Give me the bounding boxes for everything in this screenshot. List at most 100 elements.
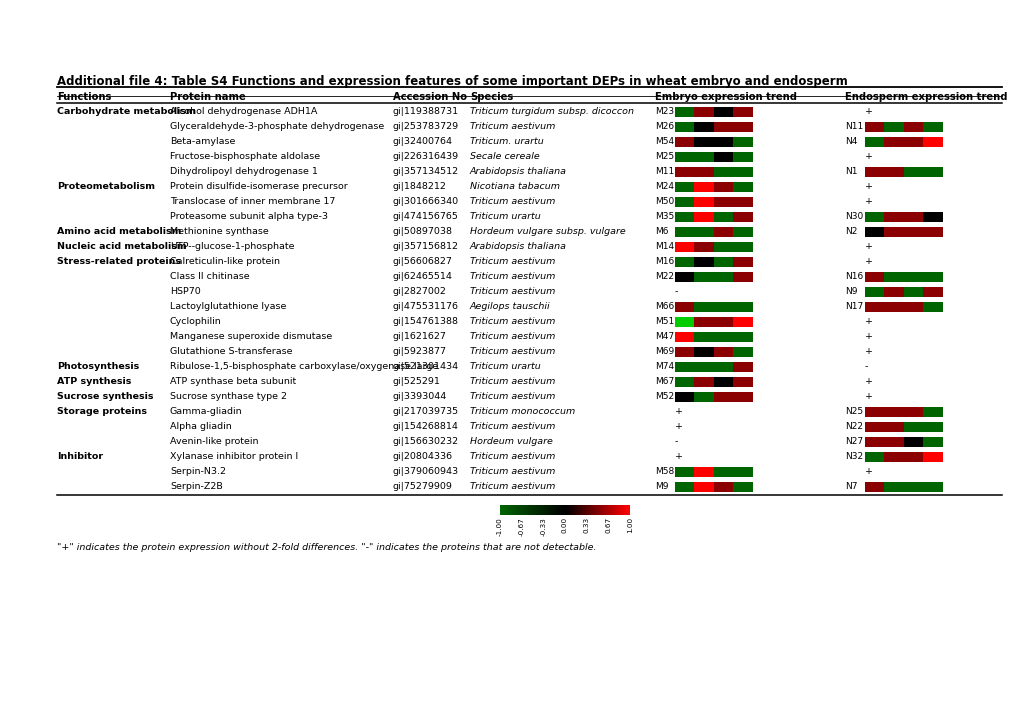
Text: Lactoylglutathione lyase: Lactoylglutathione lyase	[170, 302, 286, 311]
Bar	[546, 505, 548, 515]
Bar	[694, 122, 713, 132]
Text: Arabidopsis thaliana: Arabidopsis thaliana	[470, 167, 567, 176]
Text: gi|2827002: gi|2827002	[392, 287, 446, 296]
Bar	[552, 505, 554, 515]
Bar	[864, 122, 883, 132]
Text: -: -	[864, 362, 867, 371]
Bar	[538, 505, 540, 515]
Bar	[864, 302, 883, 312]
Bar	[601, 505, 603, 515]
Bar	[864, 137, 883, 147]
Bar	[733, 272, 752, 282]
Bar	[694, 137, 713, 147]
Text: M51: M51	[654, 317, 674, 326]
Bar	[583, 505, 585, 515]
Bar	[733, 122, 752, 132]
Text: Inhibitor: Inhibitor	[57, 452, 103, 461]
Text: Proteasome subunit alpha type-3: Proteasome subunit alpha type-3	[170, 212, 328, 221]
Text: Triticum aestivum: Triticum aestivum	[470, 197, 554, 206]
Text: Triticum aestivum: Triticum aestivum	[470, 317, 554, 326]
Bar	[694, 302, 713, 312]
Text: gi|154761388: gi|154761388	[392, 317, 459, 326]
Bar	[581, 505, 583, 515]
Bar	[675, 137, 694, 147]
Bar	[613, 505, 615, 515]
Bar	[591, 505, 593, 515]
Text: Methionine synthase: Methionine synthase	[170, 227, 268, 236]
Text: Nucleic acid metabolism: Nucleic acid metabolism	[57, 242, 186, 251]
Text: +: +	[864, 242, 872, 251]
Bar	[609, 505, 611, 515]
Bar	[713, 122, 733, 132]
Bar	[903, 137, 922, 147]
Bar	[713, 362, 733, 372]
Text: Gamma-gliadin: Gamma-gliadin	[170, 407, 243, 416]
Text: Triticum aestivum: Triticum aestivum	[470, 272, 554, 281]
Bar	[713, 332, 733, 342]
Text: 1.00: 1.00	[627, 517, 633, 533]
Bar	[675, 377, 694, 387]
Text: Triticum aestivum: Triticum aestivum	[470, 452, 554, 461]
Text: Embryo expression trend: Embryo expression trend	[654, 92, 796, 102]
Bar	[514, 505, 516, 515]
Bar	[864, 422, 883, 432]
Bar	[694, 317, 713, 327]
Text: Endosperm expression trend: Endosperm expression trend	[844, 92, 1007, 102]
Text: N22: N22	[844, 422, 862, 431]
Bar	[618, 505, 620, 515]
Bar	[713, 482, 733, 492]
Bar	[571, 505, 573, 515]
Bar	[922, 272, 943, 282]
Text: Arabidopsis thaliana: Arabidopsis thaliana	[470, 242, 567, 251]
Bar	[713, 317, 733, 327]
Text: Stress-related proteins: Stress-related proteins	[57, 257, 180, 266]
Text: gi|1621627: gi|1621627	[392, 332, 446, 341]
Bar	[675, 167, 694, 177]
Bar	[864, 227, 883, 237]
Text: M22: M22	[654, 272, 674, 281]
Text: "+" indicates the protein expression without 2-fold differences. "-" indicates t: "+" indicates the protein expression wit…	[57, 543, 596, 552]
Text: -1.00: -1.00	[496, 517, 502, 536]
Bar	[573, 505, 575, 515]
Bar	[536, 505, 538, 515]
Text: M23: M23	[654, 107, 674, 116]
Text: Sucrose synthesis: Sucrose synthesis	[57, 392, 153, 401]
Bar	[922, 287, 943, 297]
Bar	[694, 392, 713, 402]
Bar	[733, 107, 752, 117]
Text: 0.00: 0.00	[561, 517, 568, 533]
Bar	[560, 505, 562, 515]
Bar	[733, 257, 752, 267]
Bar	[542, 505, 544, 515]
Bar	[694, 482, 713, 492]
Text: Translocase of inner membrane 17: Translocase of inner membrane 17	[170, 197, 335, 206]
Text: Secale cereale: Secale cereale	[470, 152, 539, 161]
Text: N7: N7	[844, 482, 857, 491]
Bar	[620, 505, 622, 515]
Bar	[713, 197, 733, 207]
Text: +: +	[864, 467, 872, 476]
Text: gi|62465514: gi|62465514	[392, 272, 452, 281]
Text: Triticum urartu: Triticum urartu	[470, 212, 540, 221]
Bar	[922, 122, 943, 132]
Bar	[864, 167, 883, 177]
Bar	[883, 167, 903, 177]
Bar	[587, 505, 589, 515]
Bar	[733, 197, 752, 207]
Text: M11: M11	[654, 167, 674, 176]
Bar	[518, 505, 520, 515]
Bar	[733, 152, 752, 162]
Text: Serpin-Z2B: Serpin-Z2B	[170, 482, 222, 491]
Text: +: +	[864, 182, 872, 191]
Bar	[864, 272, 883, 282]
Bar	[516, 505, 518, 515]
Text: N25: N25	[844, 407, 862, 416]
Bar	[579, 505, 581, 515]
Bar	[603, 505, 605, 515]
Text: gi|253783729: gi|253783729	[392, 122, 459, 131]
Bar	[922, 407, 943, 417]
Bar	[883, 452, 903, 462]
Text: Carbohydrate metabolism: Carbohydrate metabolism	[57, 107, 196, 116]
Text: Glyceraldehyde-3-phosphate dehydrogenase: Glyceraldehyde-3-phosphate dehydrogenase	[170, 122, 384, 131]
Bar	[501, 505, 503, 515]
